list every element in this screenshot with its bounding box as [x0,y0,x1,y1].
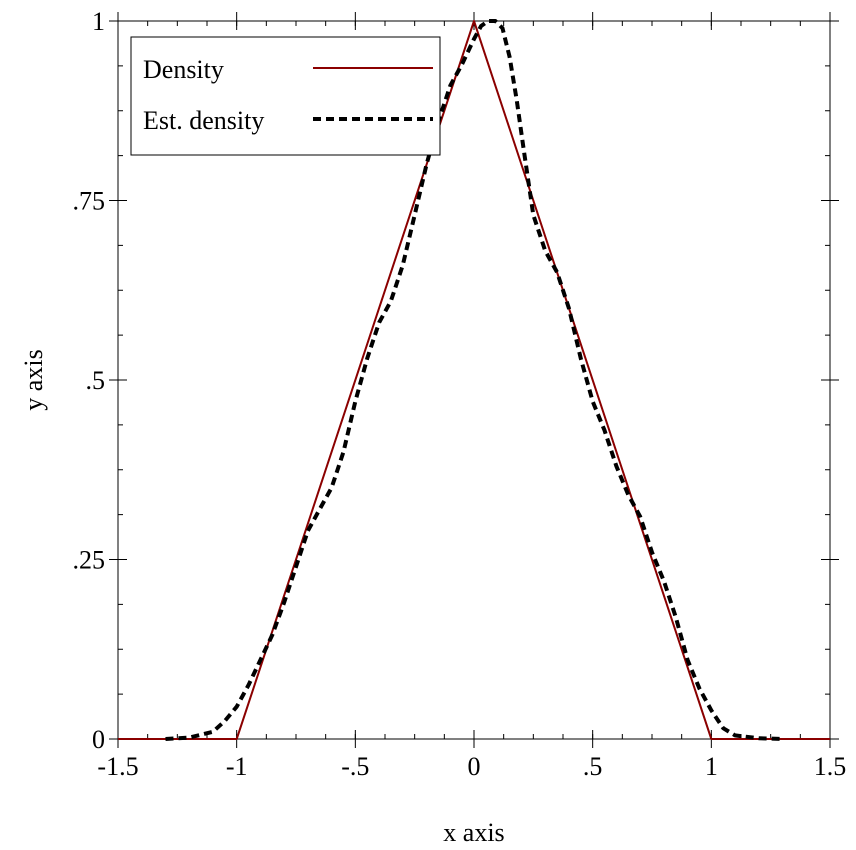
x-tick-label: -1.5 [97,752,138,781]
x-tick-label: 0 [468,752,481,781]
y-tick-label: 0 [92,725,105,754]
x-tick-label: 1.5 [814,752,847,781]
y-tick-label: .75 [73,187,106,216]
legend-label-est-density: Est. density [143,106,264,135]
x-axis-label: x axis [443,818,504,847]
legend: Density Est. density [130,36,441,156]
y-tick-labels: 0 .25 .5 .75 1 [73,7,106,754]
x-tick-label: 1 [705,752,718,781]
x-tick-label: -.5 [341,752,369,781]
legend-label-density: Density [143,55,224,84]
x-tick-label: -1 [226,752,248,781]
series-lines [118,19,830,741]
legend-box [130,36,441,156]
x-tick-label: .5 [583,752,603,781]
series-line-est-density [165,19,783,741]
y-tick-label: .5 [86,366,106,395]
y-tick-label: .25 [73,546,106,575]
y-tick-label: 1 [92,7,105,36]
x-tick-labels: -1.5 -1 -.5 0 .5 1 1.5 [97,752,846,781]
y-axis-label: y axis [19,349,48,410]
